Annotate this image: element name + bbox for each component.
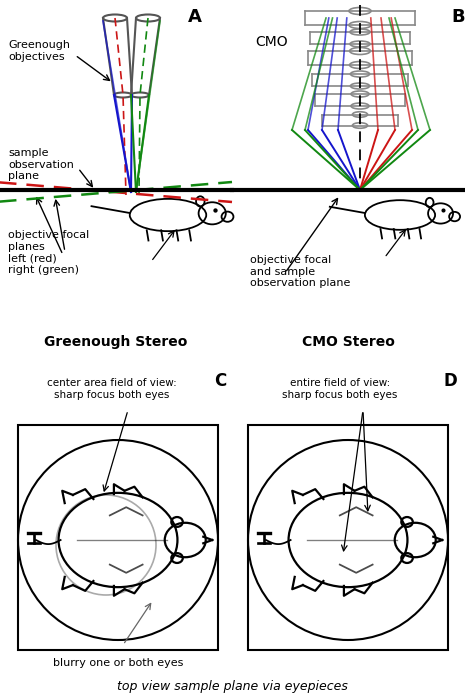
Bar <box>18 425 218 650</box>
Text: objective focal
planes
left (red)
right (green): objective focal planes left (red) right … <box>8 230 89 275</box>
Bar <box>248 425 448 650</box>
Text: Greenough Stereo: Greenough Stereo <box>44 335 188 349</box>
Text: C: C <box>214 372 226 390</box>
Text: objective focal
and sample
observation plane: objective focal and sample observation p… <box>250 255 350 288</box>
Text: A: A <box>188 8 202 26</box>
Text: center area field of view:
sharp focus both eyes: center area field of view: sharp focus b… <box>47 378 177 400</box>
Text: entire field of view:
sharp focus both eyes: entire field of view: sharp focus both e… <box>282 378 398 400</box>
Text: CMO Stereo: CMO Stereo <box>302 335 394 349</box>
Text: blurry one or both eyes: blurry one or both eyes <box>53 658 183 668</box>
Text: D: D <box>443 372 457 390</box>
Text: B: B <box>451 8 465 26</box>
Text: CMO: CMO <box>255 35 288 49</box>
Text: sample
observation
plane: sample observation plane <box>8 148 74 181</box>
Text: top view sample plane via eyepieces: top view sample plane via eyepieces <box>117 680 347 693</box>
Text: Greenough
objectives: Greenough objectives <box>8 40 70 62</box>
